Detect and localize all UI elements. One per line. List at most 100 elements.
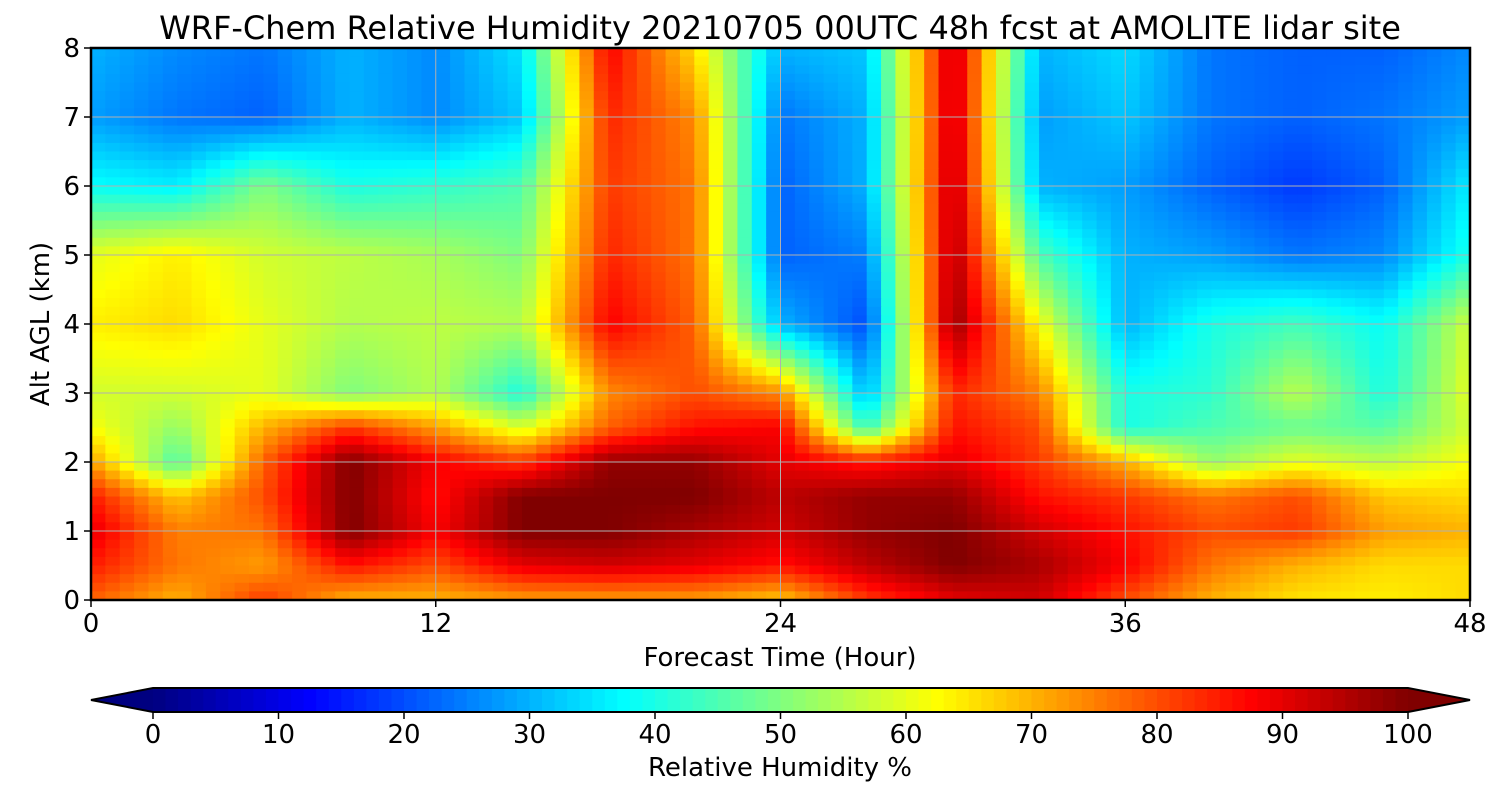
heatmap-cell [1398,237,1414,247]
heatmap-cell [1412,82,1428,92]
heatmap-cell [1125,65,1141,75]
heatmap-cell [493,48,509,58]
heatmap-cell [1426,453,1442,463]
heatmap-cell [234,427,250,437]
heatmap-cell [909,384,925,394]
heatmap-cell [593,418,609,429]
heatmap-cell [1297,341,1313,351]
heatmap-cell [579,91,595,101]
heatmap-cell [1340,237,1356,247]
heatmap-cell [1197,255,1213,265]
heatmap-cell [119,229,135,239]
heatmap-cell [579,272,595,282]
heatmap-cell [407,56,422,66]
heatmap-cell [636,418,652,429]
heatmap-cell [1110,82,1126,92]
heatmap-cell [1182,237,1198,247]
heatmap-cell [1010,151,1026,161]
heatmap-cell [1240,436,1256,446]
heatmap-cell [1398,410,1414,420]
heatmap-cell [852,462,868,472]
heatmap-cell [967,375,983,385]
heatmap-cell [694,117,710,127]
heatmap-cell [277,203,293,213]
heatmap-cell [924,444,940,454]
heatmap-cell [1024,168,1040,178]
heatmap-cell [1297,470,1313,480]
heatmap-cell [895,125,911,135]
heatmap-cell [1340,117,1356,127]
heatmap-cell [1168,99,1184,109]
heatmap-cell [579,117,595,127]
heatmap-cell [837,453,853,463]
heatmap-cell [1254,117,1270,127]
heatmap-cell [1297,255,1313,265]
heatmap-cell [665,56,681,66]
heatmap-cell [1182,246,1198,256]
heatmap-cell [1412,220,1428,230]
heatmap-cell [536,255,552,265]
heatmap-cell [1326,73,1342,84]
heatmap-cell [1441,255,1457,265]
heatmap-cell [536,211,552,222]
heatmap-cell [119,470,135,480]
heatmap-cell [1153,108,1169,118]
heatmap-cell [852,220,868,230]
heatmap-cell [895,99,911,109]
heatmap-cell [1168,341,1184,351]
heatmap-cell [407,177,422,187]
heatmap-cell [378,444,394,454]
heatmap-cell [435,453,451,463]
heatmap-cell [378,194,394,204]
heatmap-cell [608,194,624,204]
heatmap-cell [507,487,523,498]
heatmap-cell [924,315,940,325]
heatmap-cell [1053,349,1069,360]
heatmap-cell [91,453,106,463]
heatmap-cell [651,427,667,437]
heatmap-cell [1096,453,1112,463]
heatmap-cell [1024,203,1040,213]
heatmap-cell [1412,168,1428,178]
heatmap-cell [1010,358,1026,368]
heatmap-cell [162,168,178,178]
heatmap-cell [536,203,552,213]
heatmap-cell [320,229,336,239]
heatmap-cell [1311,358,1327,368]
heatmap-cell [392,108,408,118]
heatmap-cell [421,410,437,420]
heatmap-cell [1297,444,1313,454]
heatmap-cell [306,142,322,153]
heatmap-cell [1398,453,1414,463]
heatmap-cell [378,324,394,334]
heatmap-cell [1355,73,1371,84]
heatmap-cell [1426,298,1442,308]
heatmap-cell [91,332,106,342]
heatmap-cell [1412,280,1428,291]
heatmap-cell [1125,418,1141,429]
heatmap-cell [1024,142,1040,153]
heatmap-cell [967,65,983,75]
heatmap-cell [651,117,667,127]
heatmap-cell [737,436,753,446]
heatmap-cell [1067,410,1083,420]
heatmap-cell [995,298,1011,308]
heatmap-cell [1110,479,1126,489]
heatmap-cell [1010,99,1026,109]
heatmap-cell [1254,246,1270,256]
heatmap-cell [766,108,782,118]
heatmap-cell [1441,315,1457,325]
heatmap-cell [1254,453,1270,463]
heatmap-cell [435,117,451,127]
heatmap-cell [1110,263,1126,273]
heatmap-cell [593,125,609,135]
heatmap-cell [1168,56,1184,66]
heatmap-cell [1398,324,1414,334]
heatmap-cell [550,125,566,135]
heatmap-cell [306,56,322,66]
heatmap-cell [450,272,466,282]
heatmap-cell [1340,427,1356,437]
heatmap-cell [1311,48,1327,58]
heatmap-cell [651,436,667,446]
heatmap-cell [134,479,150,489]
